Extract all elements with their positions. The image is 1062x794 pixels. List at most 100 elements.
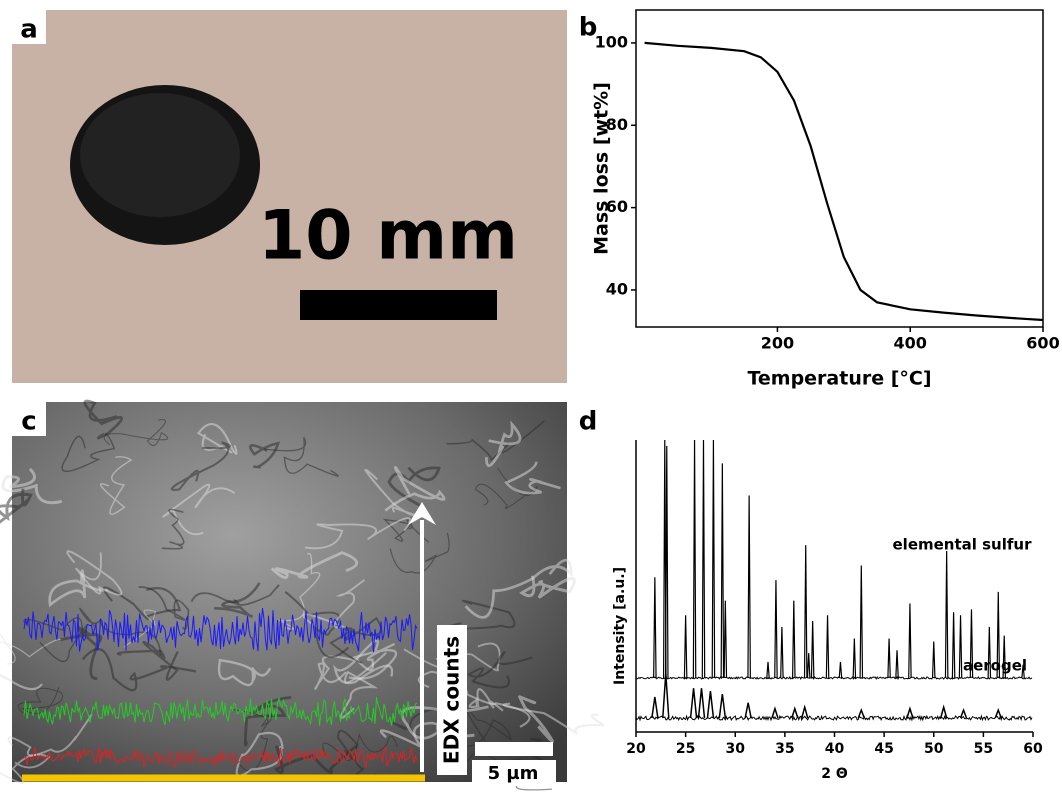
sem-fold: [116, 641, 179, 681]
sem-fold: [389, 532, 450, 574]
sem-fold: [170, 441, 231, 491]
sem-fold: [1, 467, 63, 505]
sem-fold: [466, 650, 533, 689]
x-tick-label: 30: [726, 741, 746, 757]
panel-label: a: [20, 15, 38, 45]
sem-fold: [61, 432, 116, 473]
x-tick-label: 45: [874, 741, 893, 757]
x-tick-label: 600: [1026, 334, 1059, 353]
sem-fold: [468, 688, 504, 712]
disk-texture: [80, 93, 240, 217]
sem-fold: [314, 655, 356, 690]
peak: [959, 707, 968, 719]
pattern-baseline: [635, 675, 1033, 680]
sem-fold: [504, 461, 561, 495]
sem-fold: [162, 483, 236, 536]
sem-texture: [0, 399, 605, 791]
arrow-label-box: [437, 625, 467, 775]
x-tick-label: 35: [775, 741, 794, 757]
sem-fold: [66, 550, 123, 596]
sem-fold: [333, 639, 394, 685]
edx-profile: [23, 696, 418, 726]
annotation: elemental sulfur: [893, 536, 1033, 554]
sem-fold: [519, 575, 576, 599]
peak: [825, 615, 830, 679]
peak: [664, 445, 669, 679]
edx-profiles: [23, 608, 418, 769]
peak: [771, 706, 779, 719]
peak: [747, 495, 751, 679]
peak: [994, 707, 1002, 719]
x-tick-label: 200: [761, 334, 794, 353]
peak: [697, 688, 706, 719]
sem-fold: [0, 753, 51, 784]
x-axis-title: Temperature [°C]: [747, 368, 931, 390]
label-box: [12, 402, 46, 436]
x-tick-label: 60: [1023, 741, 1043, 757]
peak: [720, 463, 725, 679]
sem-fold: [59, 626, 103, 680]
sem-fold: [196, 423, 238, 455]
peak: [780, 626, 784, 679]
peak: [801, 704, 809, 719]
sem-fold: [278, 552, 321, 630]
y-tick-label: 40: [606, 279, 628, 298]
sem-fold: [263, 436, 339, 477]
sem-fold: [284, 591, 350, 659]
sem-fold: [464, 558, 573, 619]
x-tick-label: 55: [974, 741, 993, 757]
sem-fold: [485, 420, 522, 468]
peak: [662, 673, 670, 719]
peak: [806, 653, 811, 679]
peak: [944, 550, 949, 679]
peak: [723, 600, 728, 679]
peak: [1002, 635, 1007, 679]
sem-fold: [305, 517, 411, 550]
peak: [701, 439, 706, 679]
peak: [969, 609, 974, 679]
edx-profile: [23, 608, 418, 653]
peak: [996, 591, 1001, 679]
scale-bar-label: 5 µm: [488, 763, 539, 784]
panel-label: d: [579, 407, 598, 437]
plot-frame: [635, 9, 1044, 328]
sem-fold: [322, 733, 398, 762]
peak: [1021, 664, 1025, 679]
edx-profile: [23, 745, 418, 769]
sem-fold: [161, 508, 185, 550]
pattern-baseline: [635, 714, 1033, 722]
scale-bar-box: [472, 760, 556, 786]
sem-fold: [235, 731, 284, 777]
sem-fold: [103, 419, 169, 446]
sem-fold: [0, 488, 33, 524]
sem-fold: [249, 441, 281, 469]
peak: [689, 688, 698, 719]
peak: [692, 439, 697, 679]
sem-fold: [384, 466, 446, 512]
peak: [718, 693, 727, 719]
x-tick-label: 50: [924, 741, 944, 757]
peak: [857, 707, 865, 719]
peak: [653, 577, 657, 679]
annotation: aerogel: [963, 657, 1027, 675]
x-tick-label: 40: [825, 741, 845, 757]
panel-label: b: [579, 13, 598, 43]
sem-fold: [7, 713, 93, 757]
peak: [766, 661, 770, 679]
x-tick-label: 400: [894, 334, 927, 353]
y-tick-label: 80: [606, 115, 628, 134]
peak: [895, 650, 899, 679]
peak: [906, 706, 914, 719]
data-line: [644, 41, 1044, 322]
peak: [774, 580, 778, 679]
sem-fold: [302, 579, 366, 629]
panel-label: c: [21, 407, 36, 437]
sem-fold: [83, 399, 124, 440]
peak: [791, 706, 799, 719]
scale-bar: [300, 290, 497, 320]
label-box: [12, 10, 46, 44]
peak: [706, 691, 715, 719]
sem-fold: [214, 582, 261, 618]
sem-fold: [270, 551, 359, 580]
scale-bar: [475, 742, 553, 756]
